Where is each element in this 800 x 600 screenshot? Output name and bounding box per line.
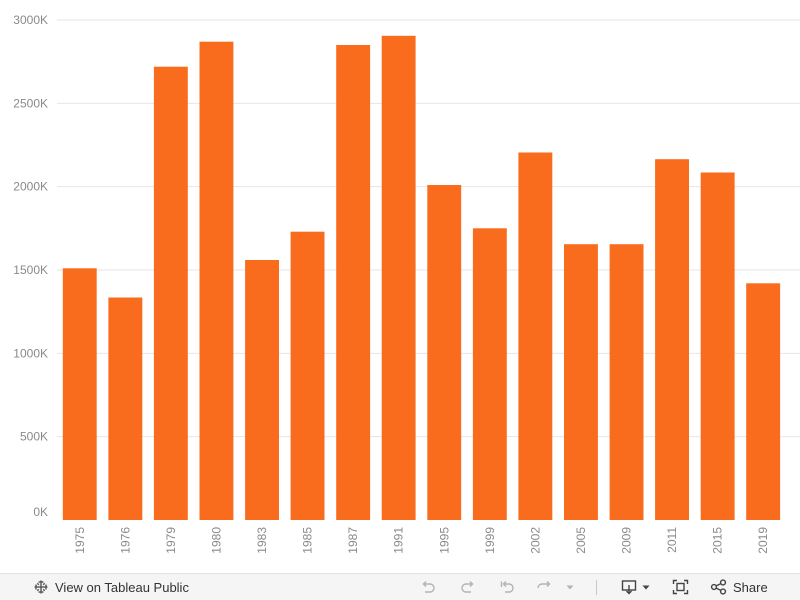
x-tick-label: 1987 — [346, 527, 360, 554]
x-tick-label: 1991 — [392, 527, 406, 554]
bar[interactable] — [427, 185, 462, 520]
refresh-icon — [537, 581, 551, 589]
share-icon — [710, 579, 727, 595]
chevron-down-icon — [642, 585, 650, 590]
redo-button[interactable] — [460, 574, 476, 600]
x-tick-label: 2002 — [528, 527, 542, 554]
bar[interactable] — [700, 172, 735, 521]
x-tick-label: 2009 — [620, 527, 634, 554]
bars — [62, 35, 781, 521]
x-tick-label: 1976 — [118, 527, 132, 554]
bar[interactable] — [153, 66, 188, 520]
y-tick-label: 2500K — [13, 96, 48, 110]
bar[interactable] — [381, 35, 416, 521]
bar-chart: 0K 500K 1000K 1500K 2000K 2500K 3000K 1975 1976… — [13, 13, 800, 554]
y-tick-label: 0K — [33, 505, 48, 519]
revert-icon — [500, 581, 514, 593]
y-tick-label: 500K — [20, 430, 48, 444]
view-on-tableau-link[interactable]: View on Tableau Public — [33, 574, 189, 600]
chevron-down-icon — [566, 585, 574, 590]
refresh-button[interactable] — [536, 574, 554, 600]
y-tick-label: 1000K — [13, 346, 48, 360]
bar[interactable] — [564, 244, 598, 520]
x-tick-label: 1995 — [437, 527, 451, 554]
bar[interactable] — [518, 152, 553, 521]
bar[interactable] — [290, 231, 325, 520]
x-tick-label: 1985 — [301, 527, 315, 554]
tableau-toolbar: View on Tableau Public — [0, 573, 800, 600]
tableau-logo-icon — [34, 580, 48, 594]
undo-button[interactable] — [420, 574, 436, 600]
x-tick-label: 1979 — [164, 527, 178, 554]
bar[interactable] — [655, 159, 689, 520]
bar[interactable] — [108, 297, 143, 521]
y-axis: 0K 500K 1000K 1500K 2000K 2500K 3000K — [13, 13, 48, 519]
x-tick-label: 2011 — [665, 527, 679, 553]
x-tick-label: 1999 — [483, 527, 497, 554]
view-on-tableau-label: View on Tableau Public — [55, 579, 189, 595]
x-tick-label: 1983 — [255, 527, 269, 554]
download-button[interactable] — [621, 574, 651, 600]
y-tick-label: 3000K — [13, 13, 48, 27]
bar[interactable] — [336, 45, 371, 520]
revert-button[interactable] — [499, 574, 515, 600]
bar[interactable] — [609, 244, 644, 520]
share-label: Share — [733, 579, 768, 595]
x-tick-label: 2005 — [574, 527, 588, 554]
refresh-dropdown-button[interactable] — [565, 574, 575, 600]
x-tick-label: 1975 — [73, 527, 87, 554]
bar[interactable] — [199, 41, 234, 520]
y-tick-label: 1500K — [13, 263, 48, 277]
bar[interactable] — [245, 260, 279, 520]
download-icon — [621, 580, 637, 595]
x-tick-label: 1980 — [210, 527, 224, 554]
undo-icon — [422, 581, 435, 593]
toolbar-divider — [596, 580, 597, 595]
x-tick-label: 2015 — [711, 527, 725, 554]
bar[interactable] — [472, 228, 507, 521]
bar[interactable] — [746, 283, 781, 520]
fullscreen-button[interactable] — [672, 574, 689, 600]
redo-icon — [461, 581, 474, 593]
share-button[interactable]: Share — [710, 574, 768, 600]
bar[interactable] — [62, 268, 97, 520]
x-axis: 1975 1976 1979 1980 1983 1985 1987 1991 1995 1999… — [73, 527, 770, 554]
y-tick-label: 2000K — [13, 180, 48, 194]
fullscreen-icon — [672, 579, 689, 595]
x-tick-label: 2019 — [756, 527, 770, 554]
